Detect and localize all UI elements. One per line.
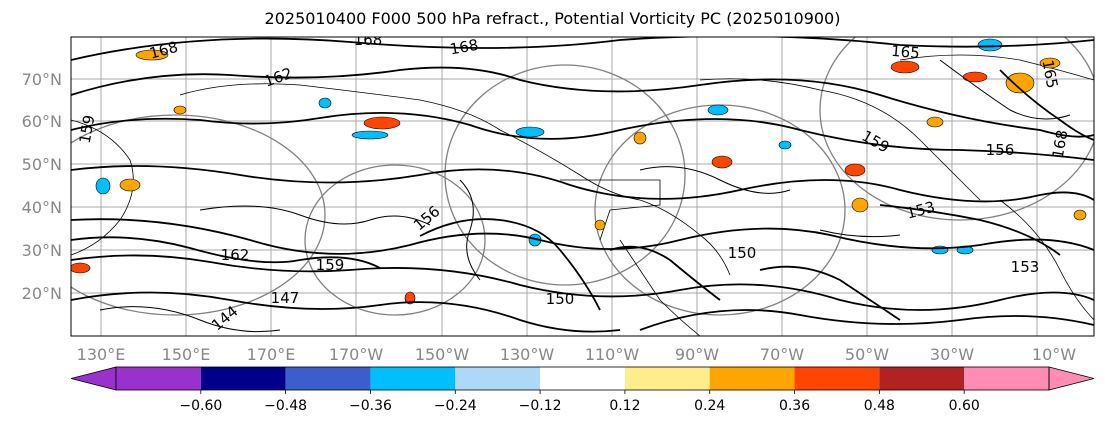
contour-label: 168 bbox=[1049, 128, 1072, 159]
longitude-label: 10°W bbox=[1032, 345, 1076, 364]
colorbar-tick-label: −0.60 bbox=[179, 398, 222, 414]
colorbar-segment bbox=[455, 367, 541, 390]
latitude-label: 30°N bbox=[22, 241, 62, 260]
colorbar-segment bbox=[624, 367, 710, 390]
longitude-label: 90°W bbox=[675, 345, 719, 364]
colorbar-segment bbox=[540, 367, 625, 390]
longitude-label: 110°W bbox=[585, 345, 640, 364]
contour-label: 150 bbox=[728, 244, 757, 262]
longitude-labels: 130°E 150°E 170°E 170°W 150°W 130°W 110°W 90°W 7… bbox=[77, 345, 1077, 364]
longitude-label: 150°E bbox=[162, 345, 211, 364]
contour-label: 156 bbox=[986, 141, 1015, 159]
longitude-label: 150°W bbox=[415, 345, 470, 364]
contour-label: 165 bbox=[1039, 58, 1062, 89]
contour-label: 165 bbox=[890, 42, 920, 62]
colorbar-segment bbox=[200, 367, 286, 390]
colorbar: −0.60 −0.48 −0.36 −0.24 −0.12 0.12 0.24 0.36 0.4… bbox=[70, 366, 1095, 414]
map-background bbox=[71, 37, 1094, 336]
colorbar-segment bbox=[285, 367, 371, 390]
colorbar-segment bbox=[964, 367, 1049, 390]
colorbar-tick-label: 0.12 bbox=[609, 398, 640, 414]
contour-label: 159 bbox=[76, 113, 99, 144]
colorbar-arrow-right bbox=[1048, 366, 1095, 391]
pv-anomaly-patches bbox=[71, 38, 1087, 305]
colorbar-frame bbox=[115, 366, 1050, 391]
longitude-label: 130°E bbox=[77, 345, 126, 364]
longitude-label: 170°E bbox=[247, 345, 296, 364]
colorbar-tick-label: −0.12 bbox=[519, 398, 562, 414]
latitude-labels: 70°N 60°N 50°N 40°N 30°N 20°N bbox=[22, 70, 62, 303]
latitude-label: 20°N bbox=[22, 284, 62, 303]
contour-label: 168 bbox=[354, 31, 383, 49]
latitude-label: 40°N bbox=[22, 198, 62, 217]
longitude-label: 30°W bbox=[930, 345, 974, 364]
contour-label: 153 bbox=[1011, 258, 1040, 276]
colorbar-segment bbox=[709, 367, 795, 390]
colorbar-tick-label: 0.36 bbox=[779, 398, 810, 414]
longitude-label: 70°W bbox=[760, 345, 804, 364]
longitude-label: 170°W bbox=[329, 345, 384, 364]
colorbar-tick-label: 0.48 bbox=[864, 398, 895, 414]
colorbar-arrow-left bbox=[70, 366, 117, 391]
minor-contours bbox=[99, 59, 1071, 333]
longitude-label: 130°W bbox=[500, 345, 555, 364]
longitude-label: 50°W bbox=[845, 345, 889, 364]
colorbar-segment bbox=[794, 367, 880, 390]
colorbar-tick-label: 0.24 bbox=[694, 398, 725, 414]
colorbar-tick-label: −0.48 bbox=[264, 398, 307, 414]
contour-label: 147 bbox=[271, 289, 300, 307]
map-frame bbox=[70, 36, 1095, 337]
colorbar-segment bbox=[879, 367, 965, 390]
latitude-label: 50°N bbox=[22, 155, 62, 174]
contour-label: 159 bbox=[316, 256, 345, 274]
contour-label: 168 bbox=[448, 36, 479, 59]
colorbar-segment bbox=[116, 367, 201, 390]
refractivity-contours bbox=[71, 37, 1094, 333]
latitude-label: 60°N bbox=[22, 112, 62, 131]
colorbar-tick-label: 0.60 bbox=[949, 398, 980, 414]
colorbar-tick-label: −0.24 bbox=[434, 398, 477, 414]
colorbar-tick-label: −0.36 bbox=[349, 398, 392, 414]
colorbar-segment bbox=[370, 367, 456, 390]
latitude-label: 70°N bbox=[22, 70, 62, 89]
contour-label: 150 bbox=[546, 290, 575, 308]
contour-label: 162 bbox=[221, 246, 250, 264]
map-title: 2025010400 F000 500 hPa refract., Potent… bbox=[264, 9, 841, 28]
